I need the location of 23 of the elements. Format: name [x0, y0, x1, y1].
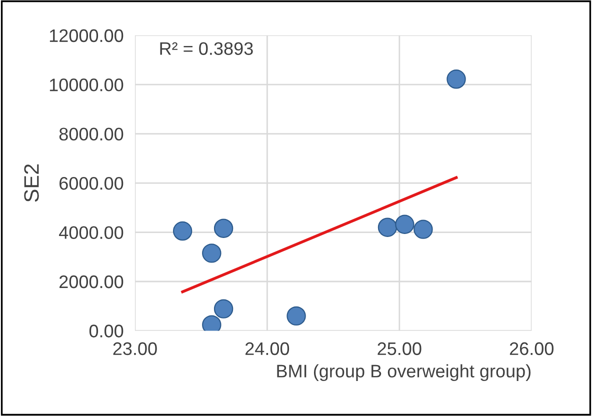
point: [202, 244, 222, 263]
y-tick-label: 2000.00: [60, 275, 124, 288]
y-tick-label: 0.00: [89, 324, 124, 338]
x-tick-label: 26.00: [510, 342, 554, 356]
x-tick-label: 25.00: [378, 342, 422, 356]
point: [172, 221, 192, 241]
y-tick-label: 6000.00: [60, 176, 124, 190]
point: [286, 306, 306, 326]
y-tick-label: 8000.00: [59, 128, 124, 141]
point: [214, 299, 234, 318]
y-tick-label: 4000.00: [59, 226, 124, 239]
point: [446, 70, 466, 89]
y-tick-label: 10000.00: [50, 78, 124, 92]
point: [414, 220, 433, 239]
x-axis-title: BMI (group B overweight group): [277, 364, 531, 382]
annotation: R² = 0.3893: [160, 42, 253, 55]
y-tick-label: 12000.00: [50, 29, 124, 42]
point: [214, 218, 234, 238]
x-tick-label: 24.00: [246, 342, 290, 356]
x-tick-label: 23.00: [113, 342, 157, 356]
y-axis-title: SE2: [24, 164, 39, 202]
point: [395, 214, 414, 234]
point: [378, 218, 398, 237]
